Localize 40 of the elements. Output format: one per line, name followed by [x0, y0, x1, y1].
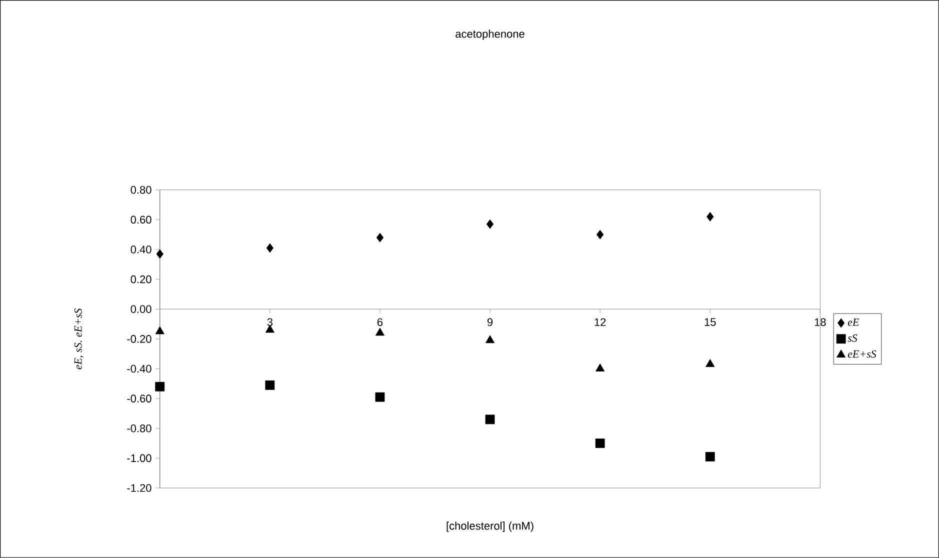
chart-title: acetophenone	[456, 30, 524, 40]
point	[376, 232, 384, 242]
y-tick-label: 0.00	[130, 305, 152, 314]
point	[375, 392, 385, 402]
point	[155, 382, 165, 392]
y-tick-label: 0.80	[130, 186, 152, 194]
y-tick-label: -0.80	[127, 424, 152, 432]
point	[706, 359, 715, 368]
x-tick-label: 12	[594, 318, 606, 326]
x-axis-title: [cholesterol] (mM)	[446, 522, 534, 532]
x-tick-label: 15	[704, 318, 716, 326]
legend-label: eE	[848, 318, 860, 326]
y-tick-label: -0.20	[127, 335, 152, 343]
point	[706, 212, 714, 222]
legend-label: sS	[848, 334, 858, 342]
y-tick-label: -1.00	[127, 454, 152, 462]
y-tick-label: 0.40	[130, 246, 152, 254]
point	[156, 249, 164, 259]
point	[485, 335, 495, 344]
point	[486, 220, 494, 229]
y-tick-label: -0.40	[127, 364, 152, 373]
point	[595, 438, 605, 448]
x-tick-label: 6	[377, 318, 383, 326]
point	[705, 452, 715, 462]
y-axis-title: eE, sS. eE+sS	[74, 308, 84, 370]
y-tick-label: 0.20	[130, 275, 152, 284]
y-tick-label: -1.20	[127, 484, 152, 492]
x-tick-label: 18	[814, 318, 826, 326]
point	[596, 230, 604, 240]
point	[375, 328, 384, 336]
x-tick-label: 3	[267, 318, 273, 326]
y-tick-label: 0.60	[130, 216, 152, 224]
point	[155, 326, 164, 334]
point	[265, 380, 275, 390]
point	[485, 414, 495, 424]
legend-label: eE+sS	[848, 350, 876, 358]
point	[266, 243, 274, 253]
x-tick-label: 9	[487, 318, 493, 326]
point	[596, 364, 605, 372]
y-tick-label: -0.60	[127, 394, 152, 403]
